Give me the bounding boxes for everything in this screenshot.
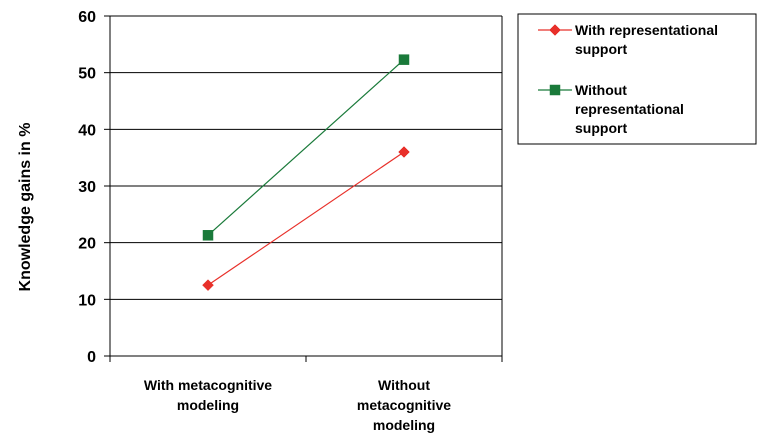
x-category-label-line: modeling: [373, 417, 435, 433]
square-marker: [398, 54, 410, 65]
y-axis-title: Knowledge gains in %: [17, 123, 34, 292]
legend-label: Without representational support: [575, 82, 684, 136]
y-tick-label: 30: [78, 179, 96, 196]
legend-label-line: support: [575, 41, 627, 57]
x-category-label-line: With metacognitive: [144, 377, 272, 393]
legend: With representational support Without repre…: [517, 13, 757, 145]
legend-label-line: With representational: [575, 22, 718, 38]
series-line: [207, 59, 405, 236]
series-line: [207, 151, 405, 286]
y-ticks: 0 10 20 30 40 50 60: [78, 9, 110, 366]
legend-entry-1: With representational support: [538, 22, 718, 57]
legend-label-line: Without: [575, 82, 627, 98]
legend-label-line: support: [575, 120, 627, 136]
series-1: [202, 146, 410, 292]
legend-swatch-marker: [549, 84, 561, 96]
x-category-label-line: modeling: [177, 397, 239, 413]
square-marker: [202, 230, 214, 241]
x-category-label-line: Without: [378, 377, 430, 393]
x-category-label-line: metacognitive: [357, 397, 451, 413]
y-tick-label: 20: [78, 236, 96, 253]
y-tick-label: 40: [78, 122, 96, 139]
legend-label: With representational support: [575, 22, 718, 57]
legend-label-line: representational: [575, 101, 684, 117]
diamond-marker: [202, 279, 214, 292]
x-category-label: Without metacognitive modeling: [357, 377, 451, 433]
gridlines: [110, 15, 502, 300]
series-layer: [202, 54, 410, 292]
legend-swatch-marker: [549, 24, 561, 36]
y-tick-label: 10: [78, 292, 96, 309]
y-tick-label: 50: [78, 66, 96, 83]
legend-entry-2: Without representational support: [538, 82, 684, 136]
x-ticks: With metacognitive modeling Without metacog…: [109, 356, 503, 433]
x-category-label: With metacognitive modeling: [144, 377, 272, 413]
y-tick-label: 60: [78, 9, 96, 26]
legend-box: [517, 13, 757, 145]
series-2: [202, 54, 410, 241]
y-tick-label: 0: [87, 349, 96, 366]
diamond-marker: [398, 146, 410, 158]
